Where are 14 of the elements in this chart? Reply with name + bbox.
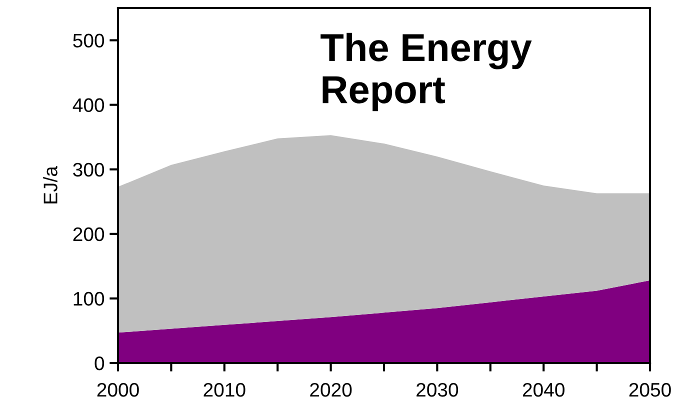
- x-tick-label: 2030: [416, 382, 458, 397]
- y-axis-title: EJ/a: [43, 166, 58, 204]
- y-tick-label: 100: [74, 292, 104, 306]
- x-tick-label: 2000: [97, 382, 139, 397]
- y-tick-label: 200: [73, 227, 104, 242]
- y-tick-label: 500: [73, 34, 104, 48]
- x-tick-label: 2010: [204, 382, 246, 397]
- x-tick-label: 2050: [629, 382, 671, 397]
- annotation: The Energy Report: [320, 32, 532, 112]
- y-tick-label: 300: [73, 162, 104, 177]
- y-tick-label: 400: [72, 98, 104, 112]
- y-tick-label: 0: [94, 356, 104, 370]
- x-tick-label: 2040: [522, 382, 564, 397]
- x-tick-label: 2020: [310, 382, 352, 397]
